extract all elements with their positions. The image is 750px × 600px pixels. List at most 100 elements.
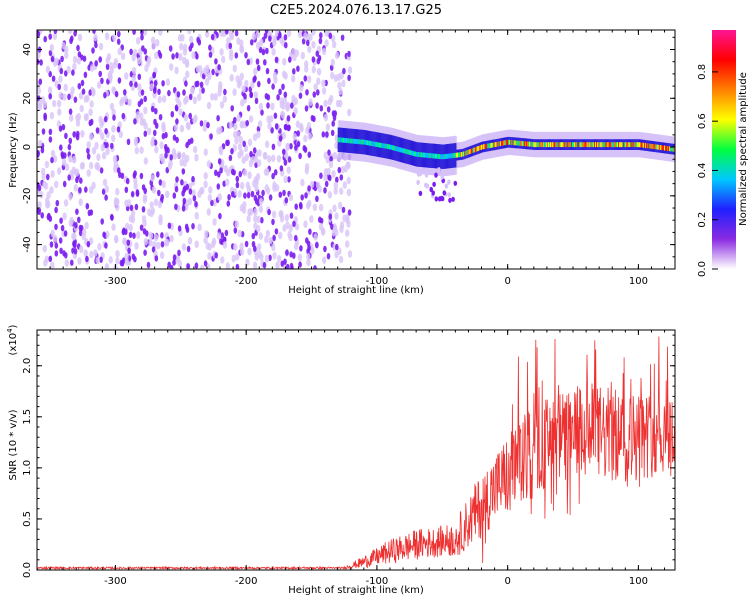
noise-speckle <box>115 187 120 196</box>
noise-speckle <box>252 133 258 142</box>
noise-speckle <box>275 261 280 269</box>
noise-speckle <box>265 187 271 195</box>
noise-speckle <box>181 243 187 251</box>
noise-speckle <box>112 155 118 163</box>
noise-speckle <box>220 232 225 239</box>
noise-speckle <box>143 157 148 165</box>
noise-speckle <box>268 35 272 42</box>
noise-speckle <box>170 111 175 118</box>
noise-speckle <box>178 108 183 116</box>
noise-speckle <box>124 252 129 261</box>
noise-speckle <box>48 33 52 40</box>
noise-speckle <box>78 224 83 232</box>
noise-speckle <box>228 53 234 61</box>
noise-speckle <box>122 237 128 246</box>
noise-speckle <box>216 183 221 190</box>
noise-speckle <box>60 55 64 63</box>
noise-speckle <box>310 114 315 122</box>
noise-speckle <box>207 252 212 260</box>
noise-speckle <box>123 94 128 103</box>
noise-speckle <box>263 32 268 39</box>
noise-speckle <box>320 228 326 236</box>
noise-speckle <box>219 167 223 174</box>
noise-speckle <box>280 111 286 119</box>
noise-speckle <box>191 189 196 197</box>
spectrogram-signal-ridge <box>337 120 675 203</box>
noise-speckle <box>141 184 146 191</box>
noise-speckle <box>203 260 208 267</box>
ridge-tail-speckle <box>425 183 430 189</box>
noise-speckle <box>68 193 73 201</box>
noise-speckle <box>129 48 133 55</box>
noise-speckle <box>61 42 66 50</box>
noise-speckle <box>67 30 73 35</box>
noise-speckle <box>211 68 215 76</box>
snr-series-line <box>37 336 675 570</box>
noise-speckle <box>295 120 300 128</box>
noise-speckle <box>304 105 309 112</box>
noise-speckle <box>238 170 243 178</box>
noise-speckle <box>188 45 193 52</box>
noise-speckle <box>326 253 331 260</box>
noise-speckle <box>81 88 86 95</box>
noise-speckle <box>158 179 163 186</box>
noise-speckle <box>262 262 267 269</box>
noise-speckle <box>203 67 208 75</box>
noise-speckle <box>290 265 294 269</box>
snr-panel: -300 -200 -100 0 100 0.0 0.5 1.0 1.5 2.0 Height … <box>6 324 676 596</box>
noise-speckle <box>306 258 311 267</box>
noise-speckle <box>296 140 301 148</box>
noise-speckle <box>321 47 327 56</box>
noise-speckle <box>175 118 179 125</box>
noise-speckle <box>312 91 317 98</box>
noise-speckle <box>63 230 68 237</box>
noise-speckle <box>57 108 62 116</box>
noise-speckle <box>69 114 74 122</box>
noise-speckle <box>268 236 273 245</box>
noise-speckle <box>233 116 237 124</box>
noise-speckle <box>323 151 328 160</box>
noise-speckle <box>258 102 264 111</box>
noise-speckle <box>78 198 83 206</box>
noise-speckle <box>340 34 345 41</box>
noise-speckle <box>164 239 169 247</box>
noise-speckle <box>166 146 170 154</box>
noise-speckle <box>191 175 195 183</box>
noise-speckle <box>329 155 333 163</box>
noise-speckle <box>232 88 237 96</box>
noise-speckle <box>133 136 139 145</box>
noise-speckle <box>99 256 103 263</box>
noise-speckle <box>217 171 221 178</box>
colorbar-label: Normalized spectral amplitude <box>738 72 749 226</box>
noise-speckle <box>299 203 303 210</box>
noise-speckle <box>255 41 261 50</box>
noise-speckle <box>232 64 237 73</box>
noise-speckle <box>307 132 312 141</box>
noise-speckle <box>130 191 135 198</box>
snr-x-label: Height of straight line (km) <box>288 585 424 596</box>
noise-speckle <box>135 37 141 45</box>
noise-speckle <box>96 81 102 89</box>
noise-speckle <box>248 159 254 168</box>
noise-speckle <box>117 30 121 38</box>
noise-speckle <box>260 109 264 116</box>
noise-speckle <box>71 69 75 76</box>
noise-speckle <box>91 47 95 54</box>
noise-speckle <box>265 229 271 238</box>
noise-speckle <box>300 194 305 201</box>
noise-speckle <box>206 101 212 110</box>
noise-speckle <box>248 115 254 123</box>
noise-speckle <box>223 88 227 96</box>
noise-speckle <box>43 114 47 122</box>
noise-speckle <box>37 150 40 157</box>
noise-speckle <box>264 140 270 149</box>
noise-speckle <box>263 59 267 66</box>
noise-speckle <box>80 130 85 138</box>
noise-speckle <box>164 131 168 139</box>
noise-speckle <box>50 261 55 269</box>
noise-speckle <box>332 40 337 49</box>
noise-speckle <box>128 214 134 223</box>
noise-speckle <box>247 138 253 147</box>
noise-speckle <box>241 156 246 164</box>
noise-speckle <box>78 187 82 194</box>
